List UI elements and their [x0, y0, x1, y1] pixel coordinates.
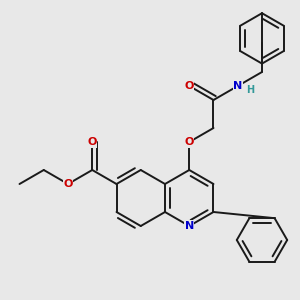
Text: O: O	[88, 137, 97, 147]
Text: H: H	[246, 85, 254, 95]
Text: O: O	[184, 137, 194, 147]
Text: N: N	[184, 221, 194, 231]
Text: O: O	[184, 81, 194, 91]
Text: O: O	[63, 179, 73, 189]
Text: N: N	[233, 81, 242, 91]
